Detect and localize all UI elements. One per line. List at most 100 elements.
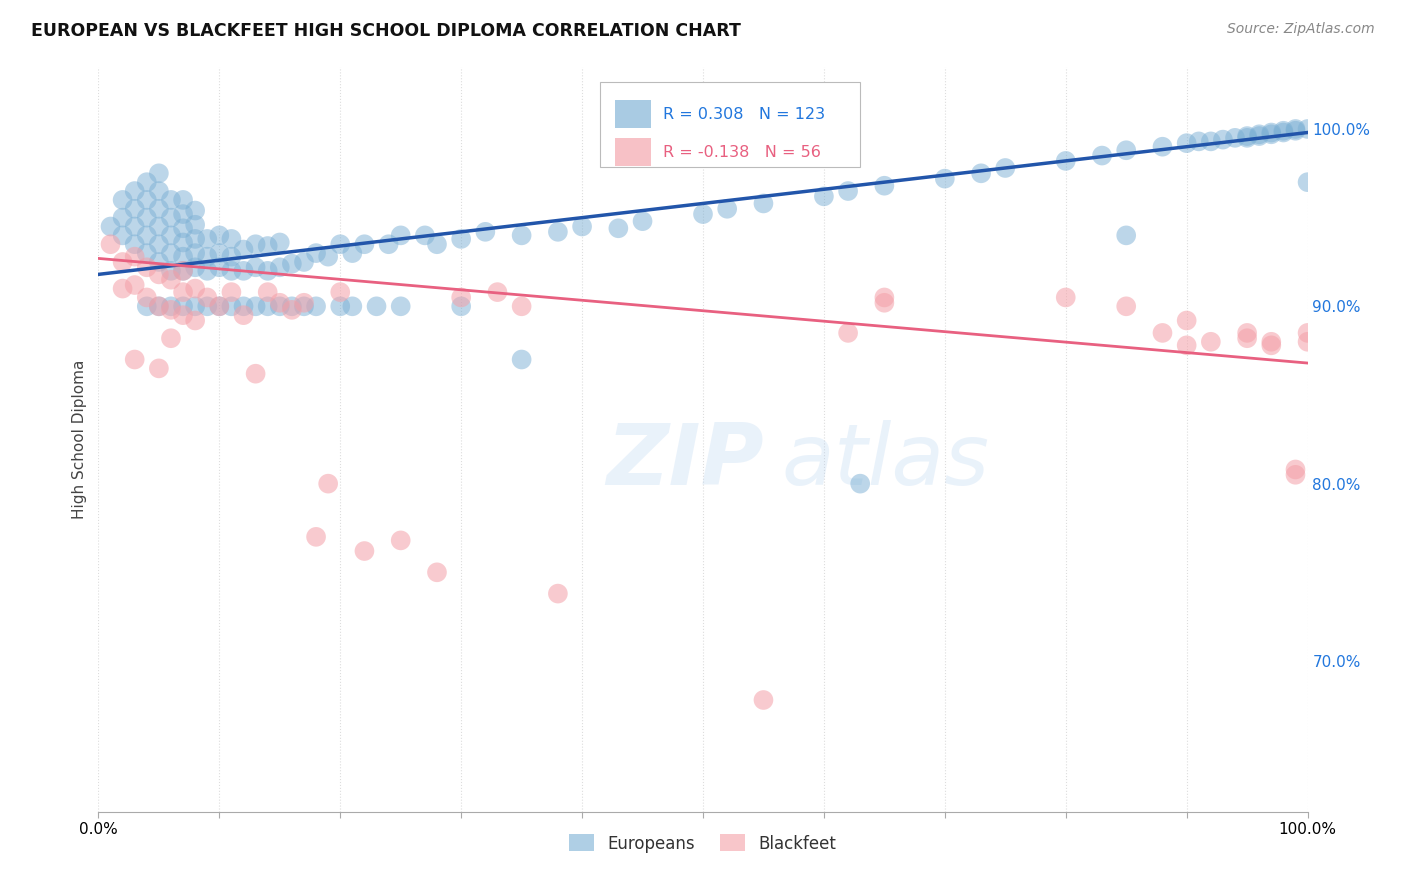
Point: [208, 246, 231, 260]
Point: [1296, 334, 1319, 349]
Point: [172, 299, 194, 313]
Point: [329, 299, 352, 313]
Text: atlas: atlas: [782, 420, 990, 503]
Point: [1115, 299, 1137, 313]
Point: [221, 285, 243, 299]
Point: [100, 237, 122, 252]
Point: [486, 285, 509, 299]
Point: [256, 285, 278, 299]
Point: [1260, 126, 1282, 140]
Point: [160, 211, 183, 225]
Text: Source: ZipAtlas.com: Source: ZipAtlas.com: [1227, 22, 1375, 37]
Point: [342, 246, 364, 260]
Point: [305, 246, 328, 260]
Text: R = -0.138   N = 56: R = -0.138 N = 56: [664, 145, 821, 160]
Point: [232, 243, 254, 257]
FancyBboxPatch shape: [600, 82, 860, 168]
Point: [184, 203, 207, 218]
Point: [450, 290, 472, 304]
Point: [547, 586, 569, 600]
Point: [510, 228, 533, 243]
Point: [1284, 467, 1306, 482]
Point: [135, 228, 157, 243]
Point: [245, 367, 267, 381]
Point: [1115, 228, 1137, 243]
Point: [124, 202, 146, 216]
Point: [1223, 131, 1246, 145]
Point: [1260, 128, 1282, 142]
Point: [1212, 133, 1234, 147]
Point: [752, 196, 775, 211]
Point: [256, 264, 278, 278]
Text: EUROPEAN VS BLACKFEET HIGH SCHOOL DIPLOMA CORRELATION CHART: EUROPEAN VS BLACKFEET HIGH SCHOOL DIPLOM…: [31, 22, 741, 40]
Point: [135, 260, 157, 275]
Point: [342, 299, 364, 313]
Point: [1236, 326, 1258, 340]
Point: [934, 171, 956, 186]
Point: [292, 299, 315, 313]
Point: [281, 302, 304, 317]
Point: [172, 193, 194, 207]
Point: [269, 299, 291, 313]
Point: [450, 232, 472, 246]
Point: [329, 285, 352, 299]
Point: [221, 250, 243, 264]
Point: [148, 299, 170, 313]
Point: [1284, 122, 1306, 136]
Point: [1272, 124, 1295, 138]
Point: [111, 228, 134, 243]
Point: [269, 235, 291, 250]
Point: [292, 295, 315, 310]
Point: [195, 264, 218, 278]
Point: [510, 352, 533, 367]
Point: [160, 273, 183, 287]
Point: [547, 225, 569, 239]
Point: [1175, 136, 1198, 150]
Point: [256, 239, 278, 253]
Point: [305, 530, 328, 544]
Point: [1284, 462, 1306, 476]
Point: [849, 476, 872, 491]
Point: [124, 237, 146, 252]
Point: [474, 225, 496, 239]
Point: [1272, 126, 1295, 140]
Point: [1175, 338, 1198, 352]
Point: [1115, 143, 1137, 157]
Point: [1152, 139, 1174, 153]
Point: [269, 260, 291, 275]
Point: [1296, 122, 1319, 136]
Point: [1199, 334, 1222, 349]
Point: [172, 250, 194, 264]
Point: [413, 228, 436, 243]
Bar: [614, 100, 651, 128]
Point: [135, 175, 157, 189]
Point: [353, 544, 375, 558]
Legend: Europeans, Blackfeet: Europeans, Blackfeet: [562, 828, 844, 859]
Point: [135, 246, 157, 260]
Point: [1054, 290, 1077, 304]
Point: [232, 308, 254, 322]
Point: [100, 219, 122, 234]
Point: [172, 207, 194, 221]
Point: [1284, 124, 1306, 138]
Point: [148, 219, 170, 234]
Point: [813, 189, 835, 203]
Point: [316, 250, 339, 264]
Point: [245, 299, 267, 313]
Point: [148, 237, 170, 252]
Point: [269, 295, 291, 310]
Point: [1249, 129, 1271, 144]
Point: [184, 246, 207, 260]
Point: [873, 178, 896, 193]
Point: [208, 299, 231, 313]
Point: [172, 221, 194, 235]
Point: [195, 299, 218, 313]
Point: [389, 299, 412, 313]
Point: [148, 361, 170, 376]
Point: [160, 246, 183, 260]
Point: [172, 308, 194, 322]
Point: [316, 476, 339, 491]
Point: [221, 232, 243, 246]
Point: [450, 299, 472, 313]
Point: [172, 235, 194, 250]
